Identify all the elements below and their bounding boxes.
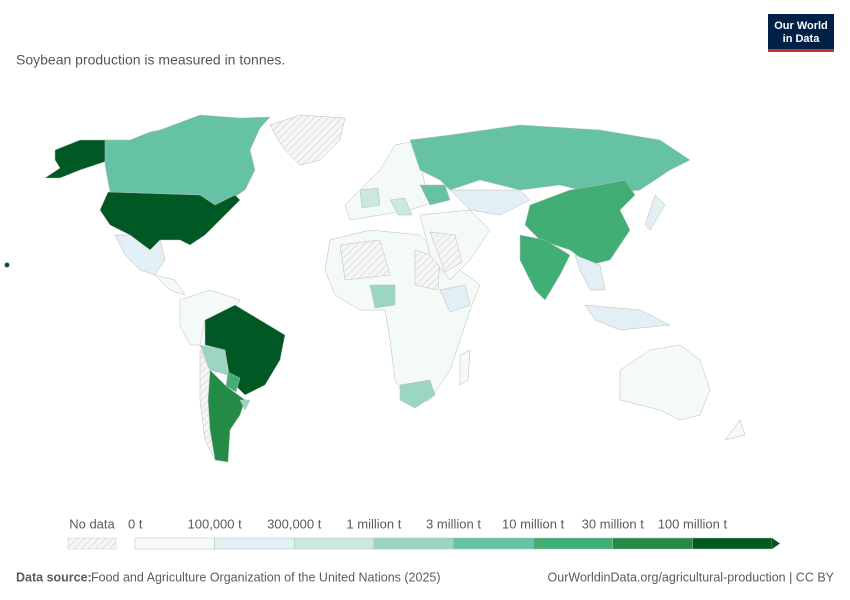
new-zealand[interactable]: [724, 419, 746, 441]
logo-text: Our World: [774, 20, 828, 32]
legend: No data 0 t 100,000 t 300,000 t 1 million t…: [67, 516, 780, 550]
legend-swatch: [214, 537, 295, 550]
madagascar[interactable]: [459, 349, 471, 386]
legend-swatch: [612, 537, 693, 550]
legend-label: 10 million t: [502, 516, 565, 531]
legend-label: 1 million t: [346, 516, 401, 531]
legend-swatch: [692, 537, 773, 550]
south-africa[interactable]: [399, 379, 436, 409]
nigeria[interactable]: [369, 284, 396, 309]
sahara[interactable]: [339, 239, 391, 281]
legend-no-data-swatch[interactable]: [67, 537, 117, 550]
logo[interactable]: Our World in Data: [768, 14, 834, 52]
australia[interactable]: [619, 344, 711, 421]
legend-label: 100 million t: [658, 516, 728, 531]
ukraine[interactable]: [419, 184, 451, 206]
source-label: Data source:: [16, 570, 92, 584]
legend-arrow: [772, 538, 780, 549]
logo-text: in Data: [783, 33, 821, 45]
india[interactable]: [519, 234, 571, 301]
indonesia[interactable]: [584, 304, 671, 331]
mexico[interactable]: [114, 234, 166, 276]
chile[interactable]: [199, 349, 216, 461]
france[interactable]: [359, 187, 381, 209]
legend-label: 300,000 t: [267, 516, 322, 531]
legend-swatch: [294, 537, 375, 550]
logo-box[interactable]: [768, 14, 834, 50]
kazakhstan[interactable]: [449, 189, 531, 216]
legend-label: 0 t: [128, 516, 143, 531]
hawaii[interactable]: [4, 262, 10, 268]
usa[interactable]: [99, 191, 241, 251]
greenland[interactable]: [269, 114, 346, 166]
legend-label: 30 million t: [582, 516, 645, 531]
legend-label: 100,000 t: [188, 516, 243, 531]
legend-swatch: [373, 537, 454, 550]
subtitle: Soybean production is measured in tonnes…: [16, 52, 285, 68]
world-map: [4, 114, 746, 463]
legend-swatch: [453, 537, 534, 550]
source-url[interactable]: OurWorldinData.org/agricultural-producti…: [548, 570, 835, 584]
legend-label: 3 million t: [426, 516, 481, 531]
arabia[interactable]: [429, 231, 463, 273]
legend-swatch: [532, 537, 613, 550]
brazil[interactable]: [204, 304, 286, 396]
southeast-asia[interactable]: [574, 254, 606, 291]
logo-underline: [768, 49, 834, 52]
legend-no-data-label: No data: [69, 516, 115, 531]
source-text: Food and Agriculture Organization of the…: [91, 570, 441, 584]
central-america[interactable]: [154, 274, 186, 296]
ethiopia[interactable]: [439, 284, 471, 313]
paraguay[interactable]: [225, 371, 241, 393]
italy[interactable]: [389, 197, 413, 216]
uruguay[interactable]: [239, 399, 251, 411]
japan[interactable]: [644, 194, 666, 231]
legend-swatch: [134, 537, 215, 550]
